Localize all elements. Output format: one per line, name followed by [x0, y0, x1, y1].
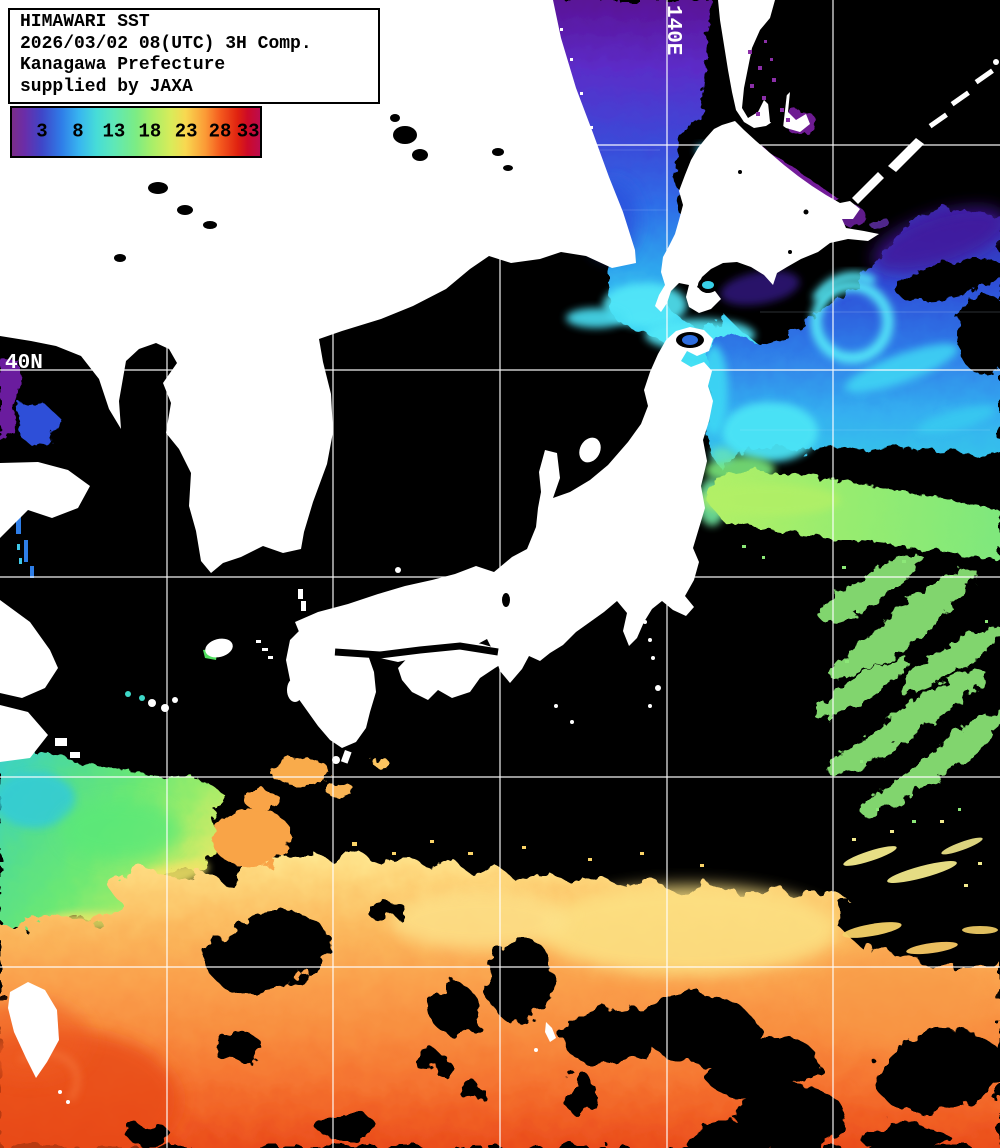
sst-color-legend: 3 8 13 18 23 28 33 [10, 106, 262, 158]
map-credit: supplied by JAXA [20, 76, 193, 97]
yellow-streaks-overcap [842, 922, 998, 955]
title-box: HIMAWARI SST 2026/03/02 08(UTC) 3H Comp.… [8, 8, 380, 104]
yellow-specks [352, 840, 704, 867]
land-details [114, 28, 809, 659]
lon-label-140e: 140E [661, 5, 684, 55]
legend-tick: 23 [174, 120, 198, 143]
land-awaji [514, 631, 528, 649]
legend-tick: 33 [236, 120, 260, 143]
seto-inland-sea [334, 642, 499, 659]
land-jeju [205, 638, 233, 658]
mutsu-bay-water [682, 335, 698, 345]
land-oki [395, 567, 401, 573]
land-honshu [295, 327, 713, 683]
legend-tick: 8 [72, 120, 84, 143]
yellow-streaks-right [843, 820, 983, 895]
map-region: Kanagawa Prefecture [20, 55, 226, 75]
land-sakhalin [718, 0, 810, 132]
land-kuril-islands [852, 59, 999, 204]
funka-bay-water [702, 281, 714, 289]
green-specks [742, 545, 988, 823]
land-shikoku [398, 640, 508, 700]
lat-label-40n: 40N [5, 352, 43, 375]
map-title: HIMAWARI SST [20, 12, 150, 32]
land-okinawa [545, 1022, 556, 1042]
coast-snow-speckles [560, 28, 611, 189]
cloud-holes-south [128, 892, 1000, 1148]
sst-east-china-sea [0, 691, 225, 932]
land-yangtze-delta [0, 600, 58, 698]
land-sado [579, 437, 601, 463]
graticule-labels: 40N 140E [5, 5, 684, 375]
land-shandong [0, 462, 90, 538]
kuroshio-patches [212, 757, 388, 868]
legend-tick: 18 [138, 120, 162, 143]
land-china-coast [0, 705, 48, 762]
legend-tick-labels: 3 8 13 18 23 28 33 [12, 122, 260, 142]
legend-tick: 13 [102, 120, 126, 143]
land-taiwan [8, 982, 59, 1078]
legend-tick: 28 [208, 120, 232, 143]
legend-tick: 3 [36, 120, 48, 143]
sst-green-band [700, 447, 1000, 823]
land-hokkaido [655, 121, 879, 313]
map-datetime: 2026/03/02 08(UTC) 3H Comp. [20, 33, 312, 54]
sst-bohai-patches [0, 358, 60, 578]
sakhalin-ice-speckles [748, 40, 790, 122]
sst-north-sea-of-japan [552, 0, 770, 376]
